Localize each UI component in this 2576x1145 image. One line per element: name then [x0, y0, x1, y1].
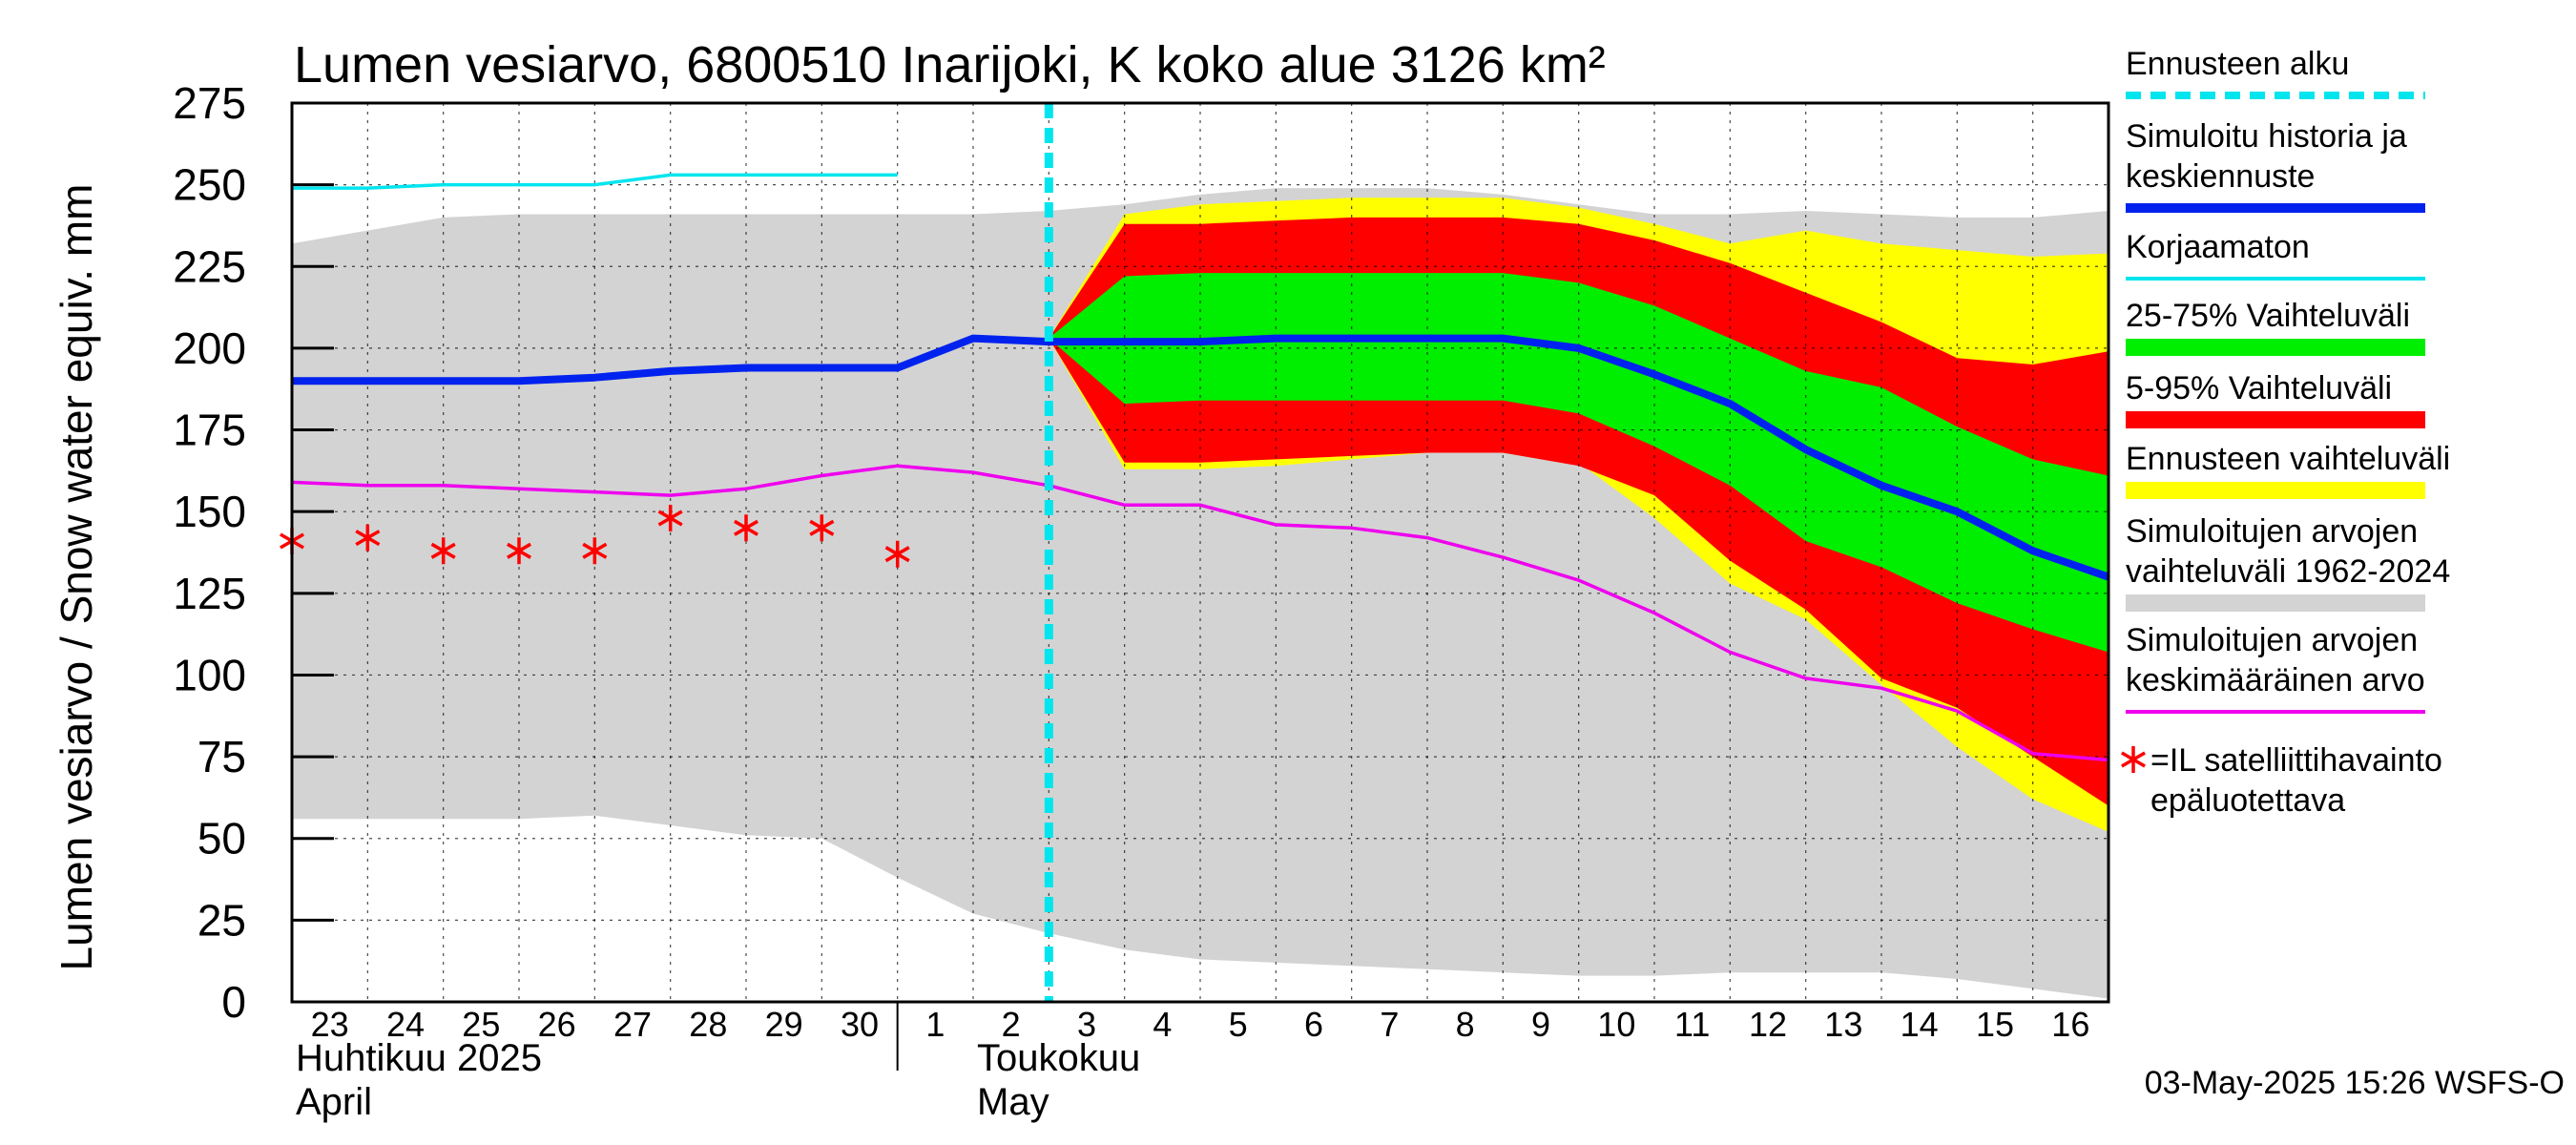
y-tick-label: 250 [173, 160, 246, 210]
legend-star-marker [2121, 746, 2146, 773]
legend-label: Simuloitujen arvojen [2126, 622, 2418, 658]
p25-75-band [1049, 273, 2109, 653]
y-tick-label: 50 [197, 814, 246, 864]
x-tick-label: 11 [1674, 1005, 1710, 1044]
observation-marker [430, 537, 456, 565]
x-tick-label: 27 [613, 1005, 652, 1044]
x-tick-label: 23 [311, 1005, 349, 1044]
legend-label: Simuloitujen arvojen [2126, 513, 2418, 550]
legend-swatch [2126, 339, 2425, 356]
y-tick-label: 150 [173, 487, 246, 536]
month-label-en: April [296, 1081, 372, 1123]
legend-label: Ennusteen vaihteluväli [2126, 441, 2450, 477]
x-tick-label: 7 [1380, 1005, 1399, 1044]
simulated-mean-line [291, 464, 2109, 762]
x-tick-label: 8 [1456, 1005, 1475, 1044]
legend-swatch [2126, 594, 2425, 612]
observation-marker [582, 537, 608, 565]
month-label-en: May [977, 1081, 1049, 1123]
uncorrected-line [292, 173, 898, 190]
legend-label: 5-95% Vaihteluväli [2126, 370, 2392, 406]
legend-label: keskiennuste [2126, 158, 2315, 195]
x-tick-label: 9 [1531, 1005, 1550, 1044]
x-tick-label: 28 [689, 1005, 727, 1044]
x-tick-label: 4 [1153, 1005, 1172, 1044]
observation-marker [355, 524, 381, 552]
legend-swatch [2126, 482, 2425, 499]
chart-title: Lumen vesiarvo, 6800510 Inarijoki, K kok… [294, 36, 1606, 94]
plot-frame [290, 101, 2110, 1004]
y-tick-label: 175 [173, 406, 246, 455]
month-label: Huhtikuu 2025 [296, 1037, 542, 1079]
legend-label: 25-75% Vaihteluväli [2126, 298, 2410, 334]
observation-marker [507, 537, 531, 565]
x-tick-label: 10 [1597, 1005, 1635, 1044]
x-tick-label: 15 [1976, 1005, 2014, 1044]
x-tick-label: 26 [538, 1005, 576, 1044]
x-tick-label: 6 [1304, 1005, 1323, 1044]
observation-marker [884, 540, 910, 568]
x-tick-label: 16 [2051, 1005, 2089, 1044]
y-tick-label: 75 [197, 732, 246, 781]
legend-label: epäluotettava [2150, 782, 2345, 819]
observation-marker [809, 514, 835, 542]
timestamp: 03-May-2025 15:26 WSFS-O [2145, 1065, 2565, 1101]
legend-label: =IL satelliittihavainto [2150, 742, 2442, 779]
observation-marker [657, 505, 683, 531]
x-tick-label: 30 [841, 1005, 879, 1044]
legend-swatch [2126, 411, 2425, 428]
observation-marker [734, 514, 758, 542]
x-tick-label: 14 [1901, 1005, 1939, 1044]
mean-forecast-line [292, 334, 2110, 581]
x-tick-label: 2 [1002, 1005, 1021, 1044]
x-tick-label: 13 [1824, 1005, 1862, 1044]
x-tick-label: 3 [1077, 1005, 1096, 1044]
y-tick-label: 0 [221, 977, 246, 1027]
legend-label: Ennusteen alku [2126, 46, 2349, 82]
legend-label: Korjaamaton [2126, 229, 2310, 265]
y-axis-label: Lumen vesiarvo / Snow water equiv. mm [52, 184, 101, 971]
x-tick-label: 5 [1229, 1005, 1248, 1044]
x-tick-label: 29 [765, 1005, 803, 1044]
y-tick-label: 25 [197, 895, 246, 945]
x-tick-label: 1 [925, 1005, 945, 1044]
y-tick-label: 225 [173, 241, 246, 291]
y-tick-label: 275 [173, 78, 246, 128]
y-tick-label: 125 [173, 569, 246, 618]
x-tick-label: 12 [1749, 1005, 1787, 1044]
y-tick-label: 200 [173, 323, 246, 373]
month-label: Toukokuu [977, 1037, 1140, 1079]
legend-label: Simuloitu historia ja [2126, 118, 2407, 155]
legend-label: keskimääräinen arvo [2126, 662, 2425, 698]
x-tick-label: 25 [462, 1005, 500, 1044]
legend-label: vaihteluväli 1962-2024 [2126, 553, 2450, 590]
plot-area [280, 102, 2110, 1002]
x-tick-label: 24 [386, 1005, 425, 1044]
y-tick-label: 100 [173, 650, 246, 699]
